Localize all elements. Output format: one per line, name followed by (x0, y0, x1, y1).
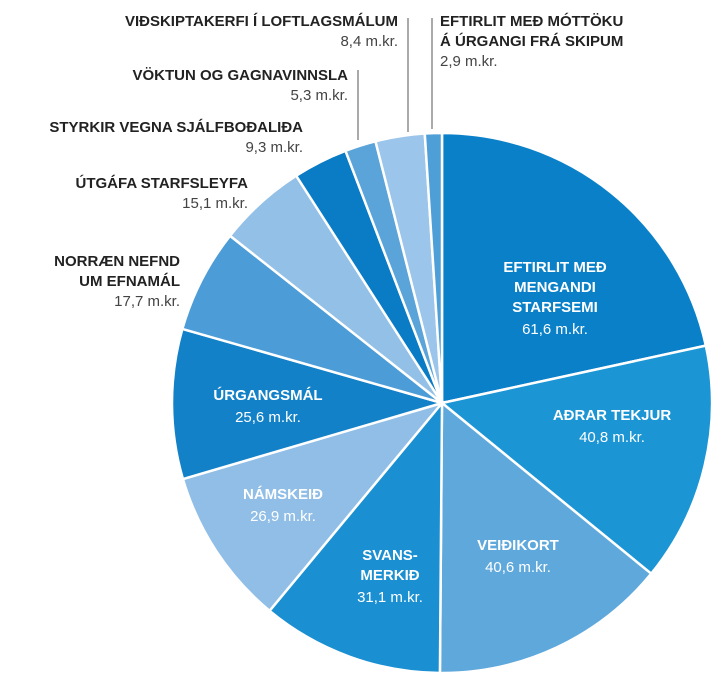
slice-label: ÚTGÁFA STARFSLEYFA (76, 174, 249, 192)
slice-value: 15,1 m.kr. (182, 195, 248, 212)
slice-value: 8,4 m.kr. (340, 33, 398, 50)
slice-value: 26,9 m.kr. (250, 508, 316, 525)
slice-value: 9,3 m.kr. (245, 139, 303, 156)
slice-value: 5,3 m.kr. (290, 87, 348, 104)
slice-label: ÚRGANGSMÁL (213, 386, 322, 404)
pie-slice (440, 131, 708, 405)
pie-slice (423, 131, 444, 404)
slice-label: NORRÆN NEFND UM EFNAMÁL (54, 253, 180, 290)
slice-label: EFTIRLIT MEÐ MÓTTÖKU Á ÚRGANGI FRÁ SKIPUM (440, 12, 623, 50)
slice-value: 31,1 m.kr. (357, 589, 423, 606)
slice-label: VÖKTUN OG GAGNAVINNSLA (132, 67, 348, 84)
slice-value: 2,9 m.kr. (440, 53, 498, 70)
slice-value: 40,8 m.kr. (579, 429, 645, 446)
slice-value: 25,6 m.kr. (235, 409, 301, 426)
slice-label: VEIÐIKORT (477, 537, 559, 554)
slice-value: 17,7 m.kr. (114, 293, 180, 310)
slice-value: 40,6 m.kr. (485, 559, 551, 576)
slice-label: NÁMSKEIÐ (243, 486, 323, 503)
pie-slice (439, 344, 711, 576)
pie-slice (181, 400, 446, 613)
pie-slice (438, 400, 653, 673)
pie-slice (170, 327, 447, 481)
slice-label: EFTIRLIT MEÐ MENGANDI STARFSEMI (503, 259, 606, 316)
slice-value: 61,6 m.kr. (522, 321, 588, 338)
slice-label: VIÐSKIPTAKERFI Í LOFTLAGSMÁLUM (125, 13, 398, 30)
slice-label: SVANS-MERKIÐ (360, 547, 419, 584)
slice-label: STYRKIR VEGNA SJÁLFBOÐALIÐA (49, 119, 303, 136)
slice-label: AÐRAR TEKJUR (553, 407, 672, 424)
